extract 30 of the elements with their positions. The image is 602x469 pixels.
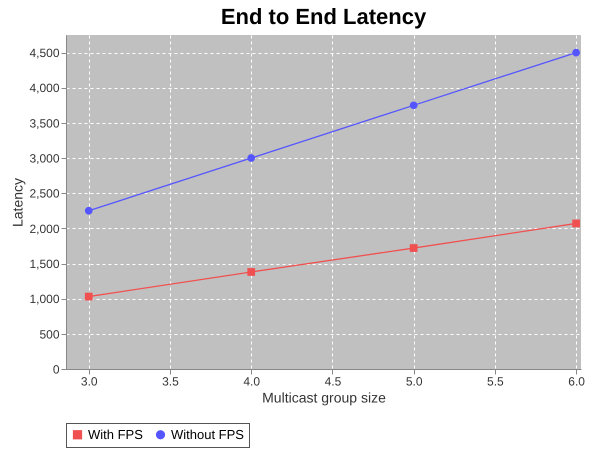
point — [247, 154, 256, 162]
point — [247, 268, 256, 276]
y-tick-label: 500 — [39, 327, 60, 342]
chart-title: End to End Latency — [220, 4, 427, 29]
point — [410, 244, 418, 252]
point — [410, 101, 418, 110]
y-tick-label: 3,500 — [29, 116, 60, 130]
y-tick-label: 2,500 — [29, 186, 60, 201]
x-tick-label: 4.0 — [243, 374, 260, 388]
point — [572, 220, 580, 228]
legend-label: With FPS — [88, 426, 144, 442]
x-tick-label: 3.5 — [162, 374, 180, 388]
x-tick-label: 6.0 — [568, 374, 586, 388]
y-tick-label: 2,000 — [29, 222, 60, 236]
x-tick-label: 4.5 — [324, 374, 342, 388]
x-tick-label: 5.0 — [406, 374, 423, 388]
x-axis-title: Multicast group size — [262, 390, 386, 406]
y-tick-label: 0 — [52, 362, 60, 376]
y-tick-label: 1,000 — [29, 292, 60, 306]
y-tick-label: 1,500 — [29, 257, 60, 272]
legend-label: Without FPS — [171, 426, 244, 442]
point — [84, 206, 93, 215]
y-axis-title: Latency — [9, 178, 26, 228]
y-tick-label: 4,500 — [29, 46, 60, 60]
y-tick-label: 3,000 — [29, 152, 60, 166]
y-tick-label: 4,000 — [29, 81, 60, 96]
x-tick-label: 3.0 — [80, 374, 98, 388]
x-tick-label: 5.5 — [487, 374, 504, 388]
point — [572, 48, 580, 56]
point — [84, 292, 93, 300]
